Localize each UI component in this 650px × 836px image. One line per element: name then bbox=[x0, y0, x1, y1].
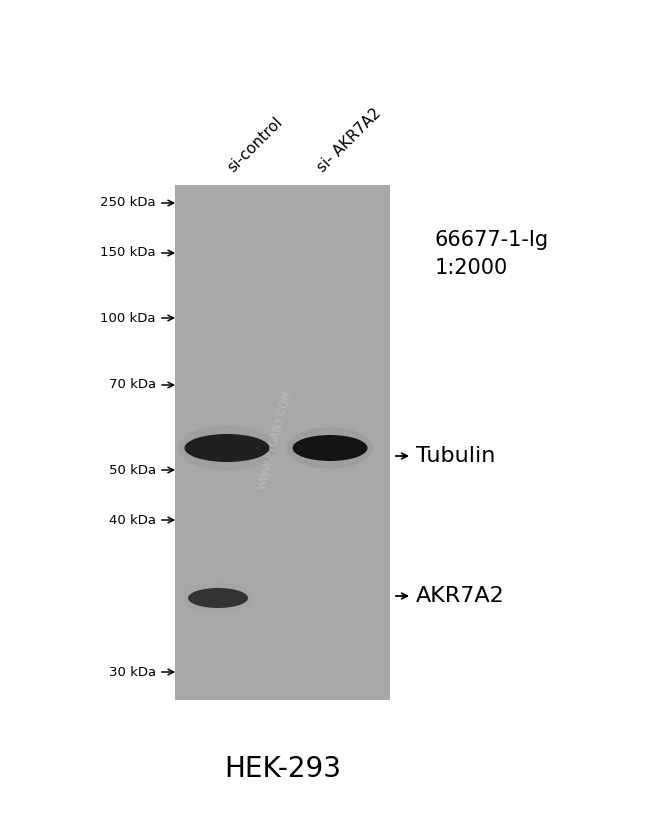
Text: HEK-293: HEK-293 bbox=[224, 755, 341, 783]
Text: 30 kDa: 30 kDa bbox=[109, 665, 156, 679]
Text: 250 kDa: 250 kDa bbox=[100, 196, 156, 210]
Text: 70 kDa: 70 kDa bbox=[109, 379, 156, 391]
Ellipse shape bbox=[287, 427, 373, 469]
Text: 150 kDa: 150 kDa bbox=[100, 247, 156, 259]
Ellipse shape bbox=[185, 434, 270, 462]
Text: 50 kDa: 50 kDa bbox=[109, 463, 156, 477]
Text: AKR7A2: AKR7A2 bbox=[416, 586, 505, 606]
Ellipse shape bbox=[188, 588, 248, 608]
Text: si- AKR7A2: si- AKR7A2 bbox=[315, 105, 384, 175]
Text: si-control: si-control bbox=[224, 115, 285, 175]
Text: 100 kDa: 100 kDa bbox=[101, 312, 156, 324]
Text: 40 kDa: 40 kDa bbox=[109, 513, 156, 527]
Ellipse shape bbox=[183, 582, 252, 614]
Text: WWW.PTGAB3.COM: WWW.PTGAB3.COM bbox=[257, 390, 293, 491]
Text: Tubulin: Tubulin bbox=[416, 446, 495, 466]
Text: 66677-1-Ig
1:2000: 66677-1-Ig 1:2000 bbox=[435, 230, 549, 278]
Ellipse shape bbox=[178, 426, 276, 471]
Ellipse shape bbox=[292, 435, 367, 461]
Bar bbox=[175, 185, 390, 700]
